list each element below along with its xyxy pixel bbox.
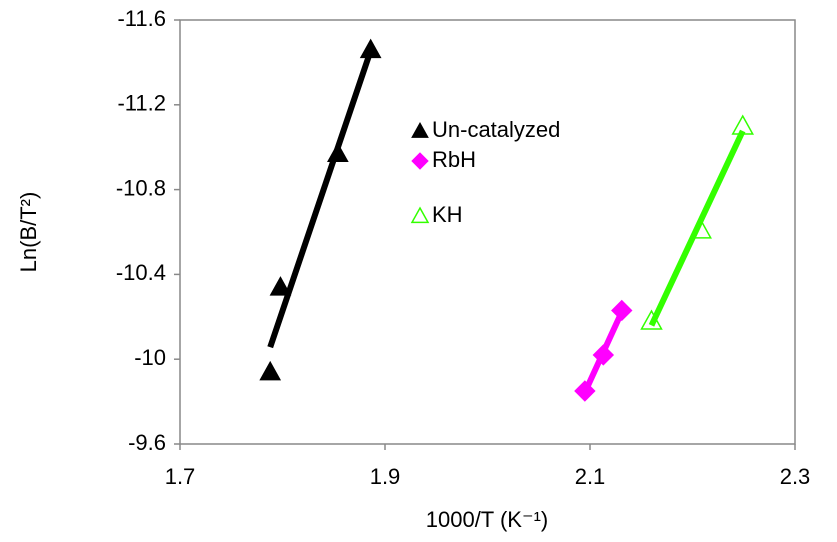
marker (574, 380, 596, 402)
y-tick-label: -11.2 (117, 91, 166, 116)
y-axis-title: Ln(B/T²) (16, 192, 41, 273)
trend-line (648, 129, 746, 327)
x-tick-label: 2.1 (575, 464, 606, 489)
trend-line (267, 49, 374, 349)
y-tick-label: -9.6 (128, 430, 166, 455)
marker (359, 38, 382, 59)
marker (689, 218, 712, 239)
x-tick-label: 1.7 (165, 464, 196, 489)
legend-label: RbH (432, 147, 476, 172)
legend-marker (411, 121, 429, 138)
marker (611, 299, 633, 322)
marker (327, 142, 349, 163)
marker (259, 360, 282, 381)
y-tick-label: -10 (134, 345, 166, 370)
y-tick-label: -11.6 (117, 6, 166, 31)
legend-label: Un-catalyzed (432, 117, 560, 142)
legend-label: KH (432, 202, 463, 227)
y-tick-label: -10.8 (116, 175, 166, 200)
marker (269, 276, 292, 296)
x-tick-label: 2.3 (780, 464, 811, 489)
marker (731, 114, 754, 135)
plot-frame (179, 19, 796, 445)
x-tick-label: 1.9 (370, 464, 401, 489)
x-axis-title: 1000/T (K⁻¹) (426, 507, 548, 532)
legend-marker (411, 152, 429, 170)
y-tick-label: -10.4 (116, 260, 166, 285)
legend-marker (410, 206, 430, 224)
marker (640, 309, 663, 330)
marker (592, 344, 615, 366)
